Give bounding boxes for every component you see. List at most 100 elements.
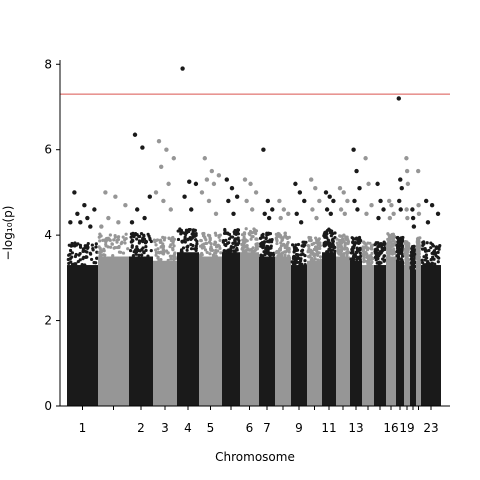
- snp-point: [343, 241, 348, 245]
- snp-point-top: [180, 66, 185, 71]
- snp-point: [400, 259, 404, 263]
- snp-point: [315, 250, 319, 254]
- snp-point: [255, 247, 259, 251]
- snp-point: [120, 240, 124, 244]
- snp-point: [169, 257, 173, 261]
- snp-point: [296, 242, 301, 247]
- snp-point: [171, 246, 175, 251]
- chromosome-15-baseline: [350, 260, 362, 406]
- snp-point: [386, 253, 390, 258]
- snp-point: [387, 233, 391, 237]
- snp-point: [188, 237, 192, 241]
- snp-point: [286, 240, 290, 245]
- snp-point: [309, 250, 313, 255]
- snp-point: [378, 244, 383, 248]
- chromosome-5-baseline: [177, 252, 199, 406]
- chromosome-10-points: [274, 198, 291, 406]
- snp-point: [370, 245, 374, 249]
- snp-point: [266, 245, 270, 249]
- snp-point: [161, 248, 166, 252]
- snp-point: [429, 246, 433, 250]
- snp-point: [354, 237, 358, 241]
- snp-point: [299, 259, 303, 263]
- snp-point: [325, 250, 330, 254]
- snp-point: [154, 243, 158, 247]
- x-tick-label: 3: [161, 421, 169, 435]
- snp-point-top: [229, 185, 235, 191]
- x-tick-label: 9: [295, 421, 303, 435]
- snp-point-top: [387, 198, 392, 204]
- snp-point: [313, 257, 317, 261]
- snp-point-top: [187, 179, 192, 184]
- snp-point-top: [244, 198, 249, 204]
- snp-point: [132, 235, 136, 239]
- snp-point: [221, 239, 226, 243]
- snp-point: [345, 253, 349, 257]
- snp-point: [410, 262, 414, 267]
- snp-point-top: [376, 215, 381, 221]
- snp-point: [275, 241, 279, 246]
- snp-point: [108, 233, 112, 237]
- snp-point: [275, 237, 279, 241]
- snp-point-top: [199, 190, 205, 195]
- snp-point-top: [369, 203, 374, 208]
- snp-point: [192, 247, 197, 251]
- snp-point-top: [355, 207, 360, 212]
- chromosome-15-points: [349, 147, 363, 406]
- x-tick-label: 11: [321, 421, 336, 435]
- snp-point: [261, 254, 265, 258]
- snp-point: [437, 256, 441, 260]
- snp-point: [130, 245, 134, 249]
- snp-point: [98, 253, 102, 258]
- snp-point: [141, 236, 145, 241]
- snp-point: [106, 245, 110, 249]
- snp-point: [342, 251, 346, 256]
- snp-point: [254, 229, 259, 233]
- snp-point-top: [164, 147, 169, 152]
- snp-point-top: [424, 198, 429, 204]
- snp-point: [410, 245, 415, 249]
- snp-point: [133, 248, 138, 252]
- snp-point: [210, 248, 215, 252]
- snp-point-top: [161, 198, 166, 204]
- snp-point: [310, 256, 314, 260]
- chromosome-6-points: [198, 156, 223, 406]
- snp-point: [434, 245, 439, 249]
- snp-point: [351, 237, 356, 241]
- snp-point: [423, 247, 427, 251]
- snp-point-top: [324, 207, 330, 212]
- snp-point: [78, 252, 82, 256]
- snp-point: [208, 252, 212, 256]
- snp-point: [213, 240, 217, 244]
- snp-point: [301, 240, 305, 244]
- snp-point: [83, 263, 87, 267]
- snp-point: [358, 256, 362, 260]
- snp-point: [94, 242, 98, 246]
- snp-point: [431, 244, 436, 248]
- snp-point: [335, 237, 339, 241]
- snp-point: [195, 242, 199, 246]
- snp-point: [216, 249, 220, 253]
- snp-point: [311, 252, 315, 256]
- snp-point-top: [286, 211, 291, 216]
- snp-point: [247, 248, 251, 252]
- snp-point: [111, 254, 115, 258]
- snp-point: [128, 248, 133, 253]
- snp-point-top: [405, 181, 411, 187]
- snp-point: [424, 253, 428, 257]
- snp-point: [141, 240, 145, 244]
- y-ticks: 0 2 4 6 8: [44, 57, 60, 413]
- snp-point: [400, 238, 404, 242]
- chromosome-4-points: [152, 138, 178, 406]
- snp-point: [352, 253, 356, 257]
- snp-point-top: [265, 198, 271, 204]
- snp-point: [181, 246, 186, 250]
- snp-point: [68, 252, 72, 256]
- snp-point: [242, 240, 247, 244]
- snp-point: [316, 253, 320, 258]
- snp-point: [319, 258, 323, 262]
- snp-point: [303, 243, 307, 247]
- snp-point: [285, 244, 289, 248]
- snp-point: [315, 246, 319, 250]
- snp-point: [351, 248, 355, 253]
